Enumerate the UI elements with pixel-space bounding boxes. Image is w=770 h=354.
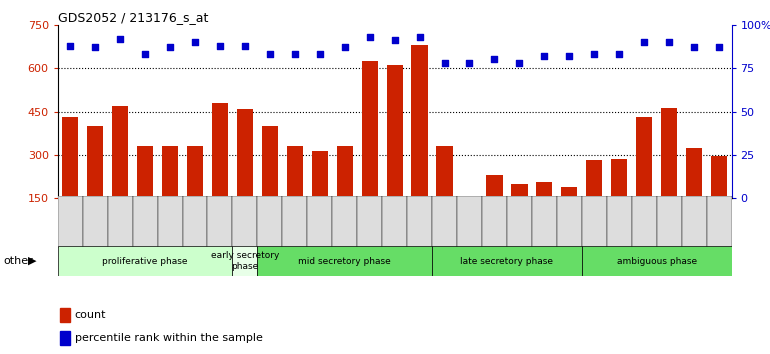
Bar: [582, 196, 607, 248]
Bar: [332, 196, 357, 248]
Bar: [233, 246, 257, 276]
Bar: [686, 148, 702, 241]
Bar: [60, 331, 70, 344]
Point: [613, 51, 625, 57]
Bar: [407, 196, 432, 248]
Bar: [607, 196, 631, 248]
Bar: [511, 184, 527, 241]
Bar: [58, 196, 82, 248]
Bar: [536, 182, 552, 241]
Text: count: count: [75, 310, 106, 320]
Point: [413, 34, 426, 40]
Point: [688, 45, 700, 50]
Bar: [362, 61, 378, 241]
Text: ▶: ▶: [28, 256, 37, 266]
Bar: [437, 146, 453, 241]
Point: [464, 60, 476, 66]
Bar: [487, 175, 503, 241]
Bar: [636, 117, 652, 241]
Bar: [237, 109, 253, 241]
Point: [339, 45, 351, 50]
Bar: [611, 159, 628, 241]
Bar: [557, 196, 582, 248]
Text: ambiguous phase: ambiguous phase: [617, 257, 697, 266]
Point: [64, 43, 76, 48]
Bar: [257, 196, 283, 248]
Point: [588, 51, 601, 57]
Text: early secretory
phase: early secretory phase: [211, 251, 279, 271]
Bar: [60, 308, 70, 322]
Bar: [257, 246, 432, 276]
Bar: [182, 196, 207, 248]
Point: [263, 51, 276, 57]
Bar: [262, 126, 278, 241]
Bar: [62, 117, 79, 241]
Bar: [582, 246, 732, 276]
Bar: [132, 196, 158, 248]
Bar: [631, 196, 657, 248]
Bar: [411, 45, 427, 241]
Bar: [233, 196, 257, 248]
Bar: [586, 160, 602, 241]
Bar: [432, 246, 582, 276]
Bar: [657, 196, 681, 248]
Point: [289, 51, 301, 57]
Text: mid secretory phase: mid secretory phase: [298, 257, 391, 266]
Bar: [336, 146, 353, 241]
Point: [239, 43, 251, 48]
Point: [114, 36, 126, 41]
Point: [89, 45, 102, 50]
Bar: [681, 196, 707, 248]
Point: [214, 43, 226, 48]
Bar: [112, 106, 129, 241]
Point: [189, 39, 201, 45]
Point: [363, 34, 376, 40]
Text: proliferative phase: proliferative phase: [102, 257, 188, 266]
Point: [488, 57, 500, 62]
Bar: [482, 196, 507, 248]
Point: [139, 51, 151, 57]
Text: GDS2052 / 213176_s_at: GDS2052 / 213176_s_at: [58, 11, 208, 24]
Bar: [158, 196, 182, 248]
Bar: [187, 146, 203, 241]
Bar: [532, 196, 557, 248]
Bar: [457, 196, 482, 248]
Bar: [507, 196, 532, 248]
Bar: [283, 196, 307, 248]
Bar: [707, 196, 732, 248]
Bar: [58, 246, 233, 276]
Bar: [357, 196, 382, 248]
Point: [713, 45, 725, 50]
Text: percentile rank within the sample: percentile rank within the sample: [75, 332, 263, 343]
Bar: [87, 126, 103, 241]
Bar: [382, 196, 407, 248]
Bar: [561, 187, 578, 241]
Bar: [207, 196, 233, 248]
Bar: [82, 196, 108, 248]
Point: [638, 39, 651, 45]
Bar: [711, 156, 727, 241]
Point: [164, 45, 176, 50]
Bar: [108, 196, 132, 248]
Text: other: other: [4, 256, 34, 266]
Bar: [286, 146, 303, 241]
Bar: [137, 146, 153, 241]
Bar: [432, 196, 457, 248]
Point: [538, 53, 551, 59]
Bar: [307, 196, 332, 248]
Bar: [387, 65, 403, 241]
Point: [563, 53, 575, 59]
Bar: [162, 146, 178, 241]
Text: late secretory phase: late secretory phase: [460, 257, 554, 266]
Point: [313, 51, 326, 57]
Bar: [312, 150, 328, 241]
Point: [438, 60, 450, 66]
Point: [514, 60, 526, 66]
Bar: [212, 103, 228, 241]
Point: [663, 39, 675, 45]
Bar: [661, 108, 678, 241]
Bar: [461, 197, 477, 241]
Point: [388, 38, 400, 43]
